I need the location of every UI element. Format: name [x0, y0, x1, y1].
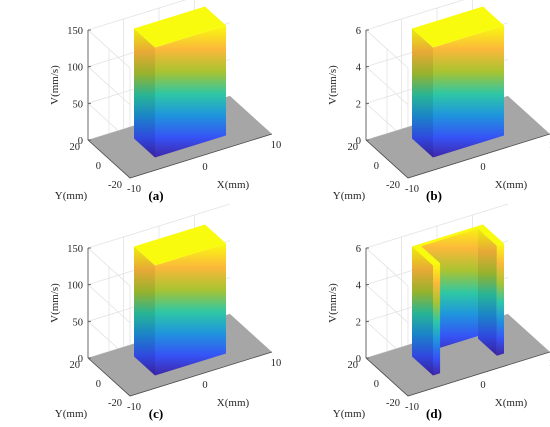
y-tick-label: 20 — [70, 360, 81, 371]
z-tick-label: 50 — [73, 317, 84, 328]
z-tick-label: 6 — [356, 26, 361, 37]
x-axis-label: X(mm) — [495, 179, 528, 191]
x-tick-label: 10 — [549, 140, 550, 151]
block-front-face — [155, 243, 226, 376]
x-axis-label: X(mm) — [217, 397, 250, 409]
block-front-face — [433, 25, 504, 158]
x-tick-label: 0 — [202, 380, 207, 391]
floor-axes — [365, 133, 550, 179]
x-axis-label: X(mm) — [217, 179, 250, 191]
y-tick-label: -20 — [386, 398, 400, 409]
x-tick-label: -10 — [405, 402, 419, 413]
z-tick-label: 4 — [356, 63, 362, 74]
x-tick-label: 10 — [271, 358, 282, 369]
z-tick-label: 2 — [356, 317, 361, 328]
floor-axes — [365, 351, 550, 397]
z-tick-label: 0 — [78, 136, 83, 147]
x-tick-label: -10 — [127, 184, 141, 195]
channel-right-inner — [478, 228, 497, 356]
z-axis-label: V(mm/s) — [49, 65, 61, 105]
z-tick-label: 6 — [356, 244, 361, 255]
channel-right-front — [496, 243, 504, 356]
y-axis-label: Y(mm) — [55, 190, 88, 202]
block-top-face — [412, 6, 504, 48]
x-tick-label: 0 — [480, 162, 485, 173]
y-tick-label: 20 — [70, 142, 81, 153]
panel-c: 050100150-20020-10010V(mm/s)Y(mm)X(mm)(c… — [49, 203, 282, 421]
y-axis-label: Y(mm) — [333, 190, 366, 202]
z-axis-label: V(mm/s) — [327, 65, 339, 105]
z-axis-label: V(mm/s) — [49, 283, 61, 323]
z-tick-label: 0 — [78, 354, 83, 365]
channel-top-face — [412, 224, 504, 266]
block-top-face — [134, 6, 226, 48]
z-axis-label: V(mm/s) — [327, 283, 339, 323]
y-tick-label: -20 — [108, 180, 122, 191]
z-tick-label: 0 — [356, 354, 361, 365]
panel-caption: (b) — [426, 188, 442, 203]
panel-caption: (d) — [426, 406, 442, 421]
floor-axes — [87, 351, 273, 397]
y-axis-label: Y(mm) — [55, 408, 88, 420]
z-tick-label: 150 — [67, 244, 83, 255]
x-tick-label: 10 — [549, 358, 550, 369]
block-left-face — [412, 28, 433, 158]
panel-a: 050100150-20020-10010V(mm/s)Y(mm)X(mm)(a… — [49, 0, 281, 203]
x-axis-label: X(mm) — [495, 397, 528, 409]
x-tick-label: 10 — [271, 140, 282, 151]
y-tick-label: -20 — [386, 180, 400, 191]
y-tick-label: 0 — [96, 161, 101, 172]
panel-caption: (a) — [148, 188, 163, 203]
y-tick-label: 20 — [348, 360, 359, 371]
panel-caption: (c) — [149, 406, 163, 421]
z-tick-label: 0 — [356, 136, 361, 147]
y-tick-label: 0 — [374, 379, 379, 390]
x-tick-label: -10 — [405, 184, 419, 195]
block-front-face — [155, 25, 226, 158]
y-tick-label: 20 — [348, 142, 359, 153]
block-left-face — [134, 28, 155, 158]
block-top-face — [134, 224, 226, 266]
floor-axes — [87, 133, 273, 179]
channel-left-front — [433, 263, 441, 376]
channel-left-outer — [412, 246, 433, 376]
z-tick-label: 100 — [67, 63, 83, 74]
x-tick-label: -10 — [127, 402, 141, 413]
z-tick-label: 150 — [67, 26, 83, 37]
block-left-face — [134, 246, 155, 376]
y-tick-label: 0 — [96, 379, 101, 390]
z-tick-label: 100 — [67, 281, 83, 292]
z-tick-label: 50 — [73, 99, 84, 110]
x-tick-label: 0 — [202, 162, 207, 173]
y-tick-label: 0 — [374, 161, 379, 172]
y-axis-label: Y(mm) — [333, 408, 366, 420]
y-tick-label: -20 — [108, 398, 122, 409]
z-tick-label: 2 — [356, 99, 361, 110]
z-tick-label: 4 — [356, 281, 362, 292]
x-tick-label: 0 — [480, 380, 485, 391]
